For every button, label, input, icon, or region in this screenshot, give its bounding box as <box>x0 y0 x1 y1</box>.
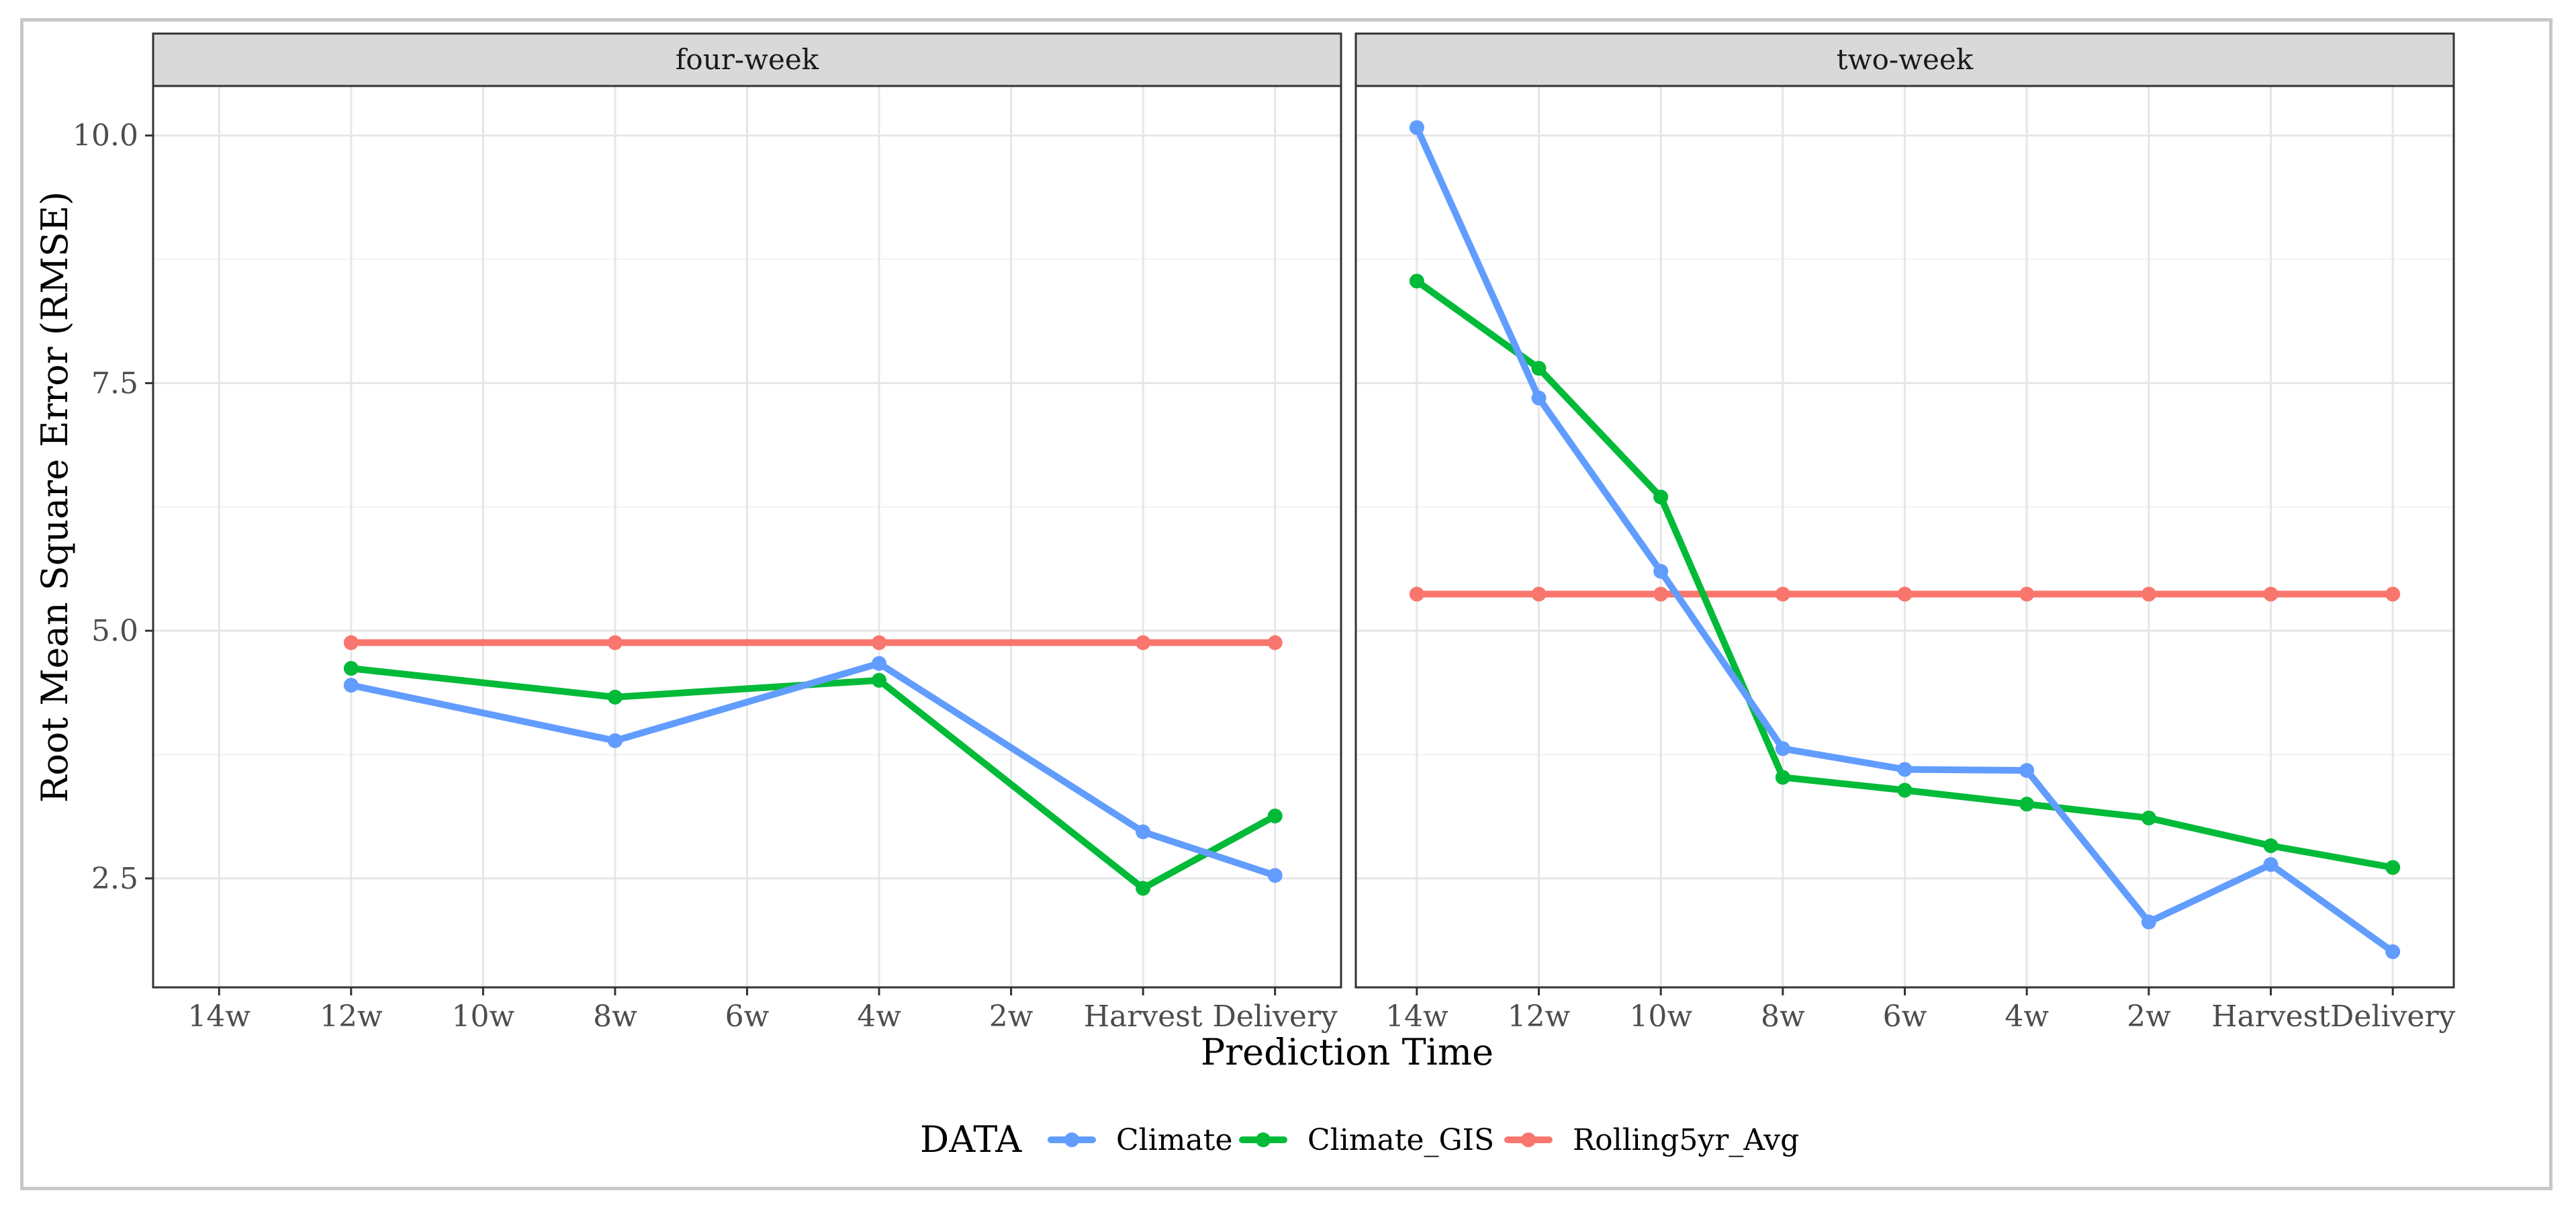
y-tick-label: 10.0 <box>73 119 138 153</box>
data-point <box>2141 810 2156 825</box>
x-tick-label: 8w <box>593 999 637 1034</box>
data-point <box>2263 586 2279 602</box>
y-tick-label: 5.0 <box>91 614 138 648</box>
data-point <box>607 689 623 705</box>
data-point <box>1267 868 1283 883</box>
legend-label: Rolling5yr_Avg <box>1573 1123 1799 1157</box>
legend-entry-Climate: Climate <box>1048 1123 1233 1157</box>
data-point <box>1531 390 1547 406</box>
data-point <box>1267 635 1283 650</box>
legend-label: Climate_GIS <box>1307 1123 1494 1157</box>
panel-two-week: two-week 14w 12w 10w 8w 6w 4w 2w Harvest Delivery <box>1354 32 2455 1034</box>
legend-entries: Climate Climate_GIS Rolling5yr_Avg <box>1048 1123 1799 1157</box>
data-point <box>1897 782 1913 798</box>
legend-key-point <box>1521 1132 1536 1147</box>
legend-title: DATA <box>920 1118 1022 1161</box>
data-point <box>1531 361 1547 376</box>
data-point <box>2263 857 2279 872</box>
legend-label: Climate <box>1116 1123 1233 1157</box>
data-point <box>1653 490 1669 505</box>
data-point <box>2019 797 2035 812</box>
x-tick-label: Harvest <box>2211 999 2330 1034</box>
data-point <box>1267 808 1283 823</box>
data-point <box>1409 586 1424 602</box>
x-tick-label: 2w <box>2127 999 2171 1034</box>
series-Rolling5yr_Avg <box>1409 586 2401 602</box>
data-point <box>607 733 623 748</box>
data-point <box>1409 273 1424 289</box>
legend-key-point <box>1256 1132 1271 1147</box>
series-Climate <box>1409 120 2401 959</box>
data-point <box>1775 741 1790 756</box>
legend-entry-Rolling5yr_Avg: Rolling5yr_Avg <box>1504 1123 1799 1157</box>
data-point <box>1775 770 1790 785</box>
x-tick-label: 8w <box>1761 999 1805 1034</box>
series-Rolling5yr_Avg <box>343 635 1283 650</box>
legend-key-point <box>1064 1132 1079 1147</box>
y-tick-label: 7.5 <box>91 366 138 400</box>
x-tick-label: 12w <box>1508 999 1571 1034</box>
x-tick-label: 2w <box>989 999 1033 1034</box>
x-tick-label: 10w <box>452 999 515 1034</box>
data-point <box>1136 881 1151 896</box>
data-point <box>343 661 359 676</box>
series-Climate_GIS <box>1409 273 2401 875</box>
facet-strip-label: two-week <box>1837 43 1974 76</box>
data-point <box>2019 763 2035 778</box>
x-tick-label: 4w <box>857 999 901 1034</box>
facet-strip-label: four-week <box>676 43 819 76</box>
data-point <box>2141 914 2156 930</box>
data-point <box>1897 762 1913 777</box>
data-point <box>1409 120 1424 135</box>
legend: DATA Climate Climate_GIS Rolling5yr_Avg <box>920 1118 1799 1161</box>
data-point <box>872 656 887 671</box>
x-tick-label: 14w <box>1385 999 1448 1034</box>
x-tick-label: Delivery <box>1213 999 1338 1034</box>
data-point <box>1136 824 1151 840</box>
data-point <box>2019 586 2035 602</box>
x-tick-label: 14w <box>187 999 250 1034</box>
data-point <box>1775 586 1790 602</box>
data-point <box>872 635 887 650</box>
series-Climate <box>343 656 1283 883</box>
panel-four-week: four-week 14w 12w 10w 8w 6w 4w 2w Harvest Deliver… <box>73 32 1342 1034</box>
data-point <box>2263 838 2279 854</box>
x-tick-label: Harvest <box>1084 999 1203 1034</box>
data-point <box>343 678 359 693</box>
data-point <box>2385 586 2401 602</box>
x-tick-label: Delivery <box>2330 999 2455 1034</box>
x-tick-label: 6w <box>1883 999 1927 1034</box>
data-point <box>2141 586 2156 602</box>
x-axis-title: Prediction Time <box>1201 1031 1493 1073</box>
data-point <box>1897 586 1913 602</box>
x-tick-label: 12w <box>320 999 383 1034</box>
facet-strip <box>1354 32 2455 87</box>
data-point <box>2385 944 2401 959</box>
x-tick-label: 4w <box>2005 999 2049 1034</box>
x-tick-label: 10w <box>1629 999 1692 1034</box>
legend-entry-Climate_GIS: Climate_GIS <box>1239 1123 1494 1157</box>
data-point <box>1136 635 1151 650</box>
data-point <box>1653 586 1669 602</box>
data-point <box>1653 564 1669 579</box>
x-tick-label: 6w <box>725 999 770 1034</box>
facet-strip <box>152 32 1342 87</box>
data-point <box>872 672 887 688</box>
y-axis-title: Root Mean Square Error (RMSE) <box>34 191 76 803</box>
y-tick-label: 2.5 <box>91 862 138 896</box>
data-point <box>607 635 623 650</box>
series-Climate_GIS <box>343 661 1283 896</box>
data-point <box>2385 860 2401 875</box>
data-point <box>343 635 359 650</box>
data-point <box>1531 586 1547 602</box>
